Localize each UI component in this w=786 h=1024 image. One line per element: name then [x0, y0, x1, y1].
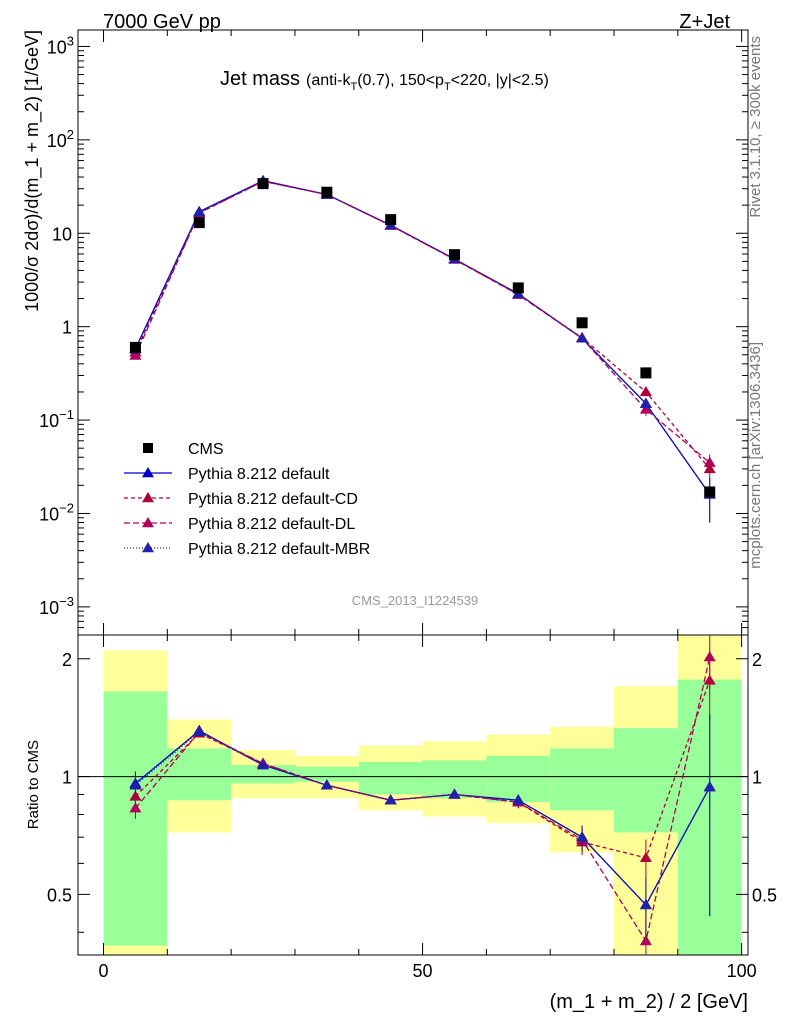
- series-ratio-point: [384, 794, 397, 805]
- y-tick-label: 1: [62, 318, 72, 338]
- ratio-band-inner: [550, 748, 614, 811]
- series-ratio-point: [703, 651, 716, 662]
- series-ratio-point: [639, 935, 652, 946]
- ratio-plot: 0 50 100 0.5 0.5 1 1 2 2: [47, 634, 777, 981]
- plot-title-sub-4: T: [444, 81, 451, 93]
- y-tick-label: 102: [47, 127, 74, 151]
- ratio-y-tick-label-right: 0.5: [752, 885, 777, 905]
- header-right: Z+Jet: [679, 11, 730, 33]
- y-tick-label: 10: [52, 224, 72, 244]
- series-point: [639, 385, 652, 397]
- data-point: [385, 214, 397, 226]
- series-point: [193, 206, 206, 217]
- series-ratio-point: [448, 788, 461, 799]
- main-plot: 10−3 10−2 10−1 1 10 102 103: [39, 29, 749, 636]
- legend-label: Pythia 8.212 default: [188, 466, 330, 483]
- legend: CMS Pythia 8.212 default Pythia 8.212 defa…: [124, 441, 370, 558]
- header-left: 7000 GeV pp: [103, 11, 221, 33]
- y-tick-label: 103: [47, 33, 74, 57]
- data-point: [257, 178, 269, 190]
- ratio-band-inner: [614, 728, 678, 833]
- series-line: [134, 180, 711, 464]
- series-ratio-point: [257, 759, 270, 770]
- series-ratio-point: [703, 781, 716, 792]
- series-ratio-point: [576, 831, 589, 842]
- data-point: [640, 367, 652, 379]
- rivet-label: Rivet 3.1.10, ≥ 300k events: [747, 36, 764, 218]
- legend-label: Pythia 8.212 default-CD: [188, 491, 358, 508]
- y-tick-label: 10−2: [39, 500, 74, 524]
- series-ratio-point: [639, 898, 652, 910]
- x-tick-label: 0: [99, 961, 109, 981]
- data-point: [704, 486, 716, 498]
- plot-title: Jet mass (anti-kT(0.7), 150<pT<220, |y|<2…: [220, 68, 549, 93]
- plot-title-main: Jet mass: [220, 68, 300, 90]
- series-point: [576, 332, 589, 343]
- data-point: [321, 186, 333, 198]
- plot-title-sub-2: T: [350, 81, 357, 93]
- legend-label: Pythia 8.212 default-MBR: [188, 541, 370, 558]
- series-line: [134, 180, 711, 495]
- y-tick-label: 10−3: [39, 594, 74, 618]
- x-tick-label: 50: [413, 961, 433, 981]
- plot-title-sub-5: <220, |y|<2.5): [451, 72, 549, 89]
- ratio-band-inner: [358, 761, 423, 795]
- series-point: [129, 349, 142, 360]
- y-axis-title: 1000/σ 2dσ)/d(m_1 + m_2) [1/GeV]: [22, 30, 43, 312]
- data-point: [448, 249, 460, 261]
- series-ratio-point: [129, 779, 142, 790]
- legend-marker-data: [143, 443, 153, 453]
- ratio-y-tick-label-right: 2: [752, 650, 762, 670]
- legend-label-data: CMS: [188, 441, 224, 458]
- legend-marker: [142, 542, 154, 553]
- series-line: [134, 180, 711, 470]
- plot-title-sub-3: (0.7), 150<p: [357, 72, 444, 89]
- y-tick-label: 10−1: [39, 407, 74, 431]
- ratio-frame: [77, 634, 749, 956]
- legend-marker: [142, 492, 154, 503]
- series-ratio-point: [320, 779, 333, 790]
- series-ratio-line: [134, 656, 711, 943]
- data-point: [576, 317, 588, 329]
- main-frame: [77, 29, 749, 636]
- ratio-y-axis-title: Ratio to CMS: [25, 740, 42, 829]
- data-point: [129, 341, 141, 353]
- x-axis-title: (m_1 + m_2) / 2 [GeV]: [550, 991, 748, 1013]
- data-point: [512, 282, 524, 294]
- series-ratio-point: [639, 851, 652, 863]
- series-point: [703, 456, 716, 467]
- ratio-band-inner: [294, 766, 359, 782]
- plot-title-sub-1: (anti-k: [306, 72, 351, 89]
- series-ratio-point: [129, 802, 142, 813]
- mcplots-label: mcplots.cern.ch [arXiv:1306.3436]: [747, 342, 764, 569]
- series-point: [639, 397, 652, 408]
- analysis-id: CMS_2013_I1224539: [352, 593, 479, 608]
- legend-marker: [142, 517, 154, 528]
- data-point: [193, 217, 205, 229]
- ratio-y-tick-label: 1: [62, 768, 72, 788]
- legend-marker: [142, 467, 154, 478]
- ratio-y-tick-label-right: 1: [752, 768, 762, 788]
- ratio-y-tick-label: 0.5: [47, 885, 72, 905]
- ratio-y-tick-label: 2: [62, 650, 72, 670]
- series-ratio-point: [512, 794, 525, 805]
- x-tick-label: 100: [727, 961, 757, 981]
- series-ratio-point: [193, 725, 206, 737]
- legend-label: Pythia 8.212 default-DL: [188, 516, 355, 533]
